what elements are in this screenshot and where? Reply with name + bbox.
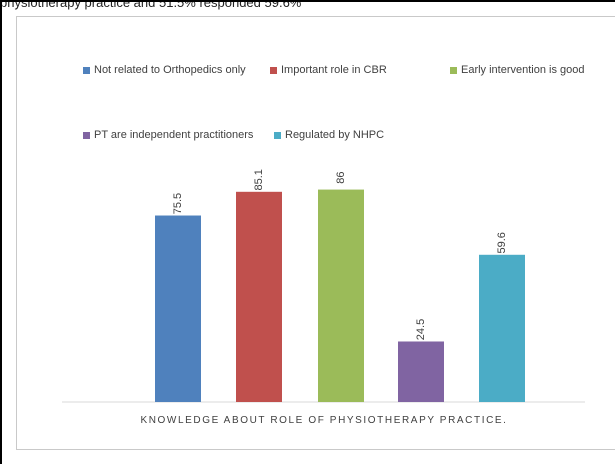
legend-label-4: PT are independent practitioners — [94, 129, 254, 141]
legend-label-2: Important role in CBR — [281, 64, 387, 76]
data-label-5: 59.6 — [496, 232, 508, 253]
data-label-3: 86 — [335, 171, 347, 183]
legend-label-3: Early intervention is good — [461, 64, 585, 76]
bar-4 — [398, 341, 444, 402]
bar-3 — [318, 189, 364, 402]
bar-2 — [236, 191, 282, 402]
page-top-border — [0, 0, 615, 2]
bar-1 — [155, 215, 201, 402]
legend-swatch-2 — [270, 67, 277, 74]
data-label-1: 75.5 — [172, 193, 184, 214]
legend-label-1: Not related to Orthopedics only — [94, 64, 246, 76]
legend-swatch-5 — [274, 132, 281, 139]
data-label-4: 24.5 — [415, 319, 427, 340]
page-left-border — [0, 0, 2, 464]
legend-label-5: Regulated by NHPC — [285, 129, 384, 141]
legend-swatch-1 — [83, 67, 90, 74]
legend: Not related to Orthopedics only Important… — [83, 64, 585, 141]
data-label-2: 85.1 — [253, 169, 265, 190]
legend-swatch-4 — [83, 132, 90, 139]
bars: 75.5 85.1 86 24.5 59.6 — [155, 169, 525, 402]
x-axis-title: KNOWLEDGE ABOUT ROLE OF PHYSIOTHERAPY PR… — [140, 415, 507, 426]
bar-5 — [479, 254, 525, 402]
legend-swatch-3 — [450, 67, 457, 74]
page-text-fragment: physiotherapy practice and 51.5% respond… — [0, 0, 302, 10]
